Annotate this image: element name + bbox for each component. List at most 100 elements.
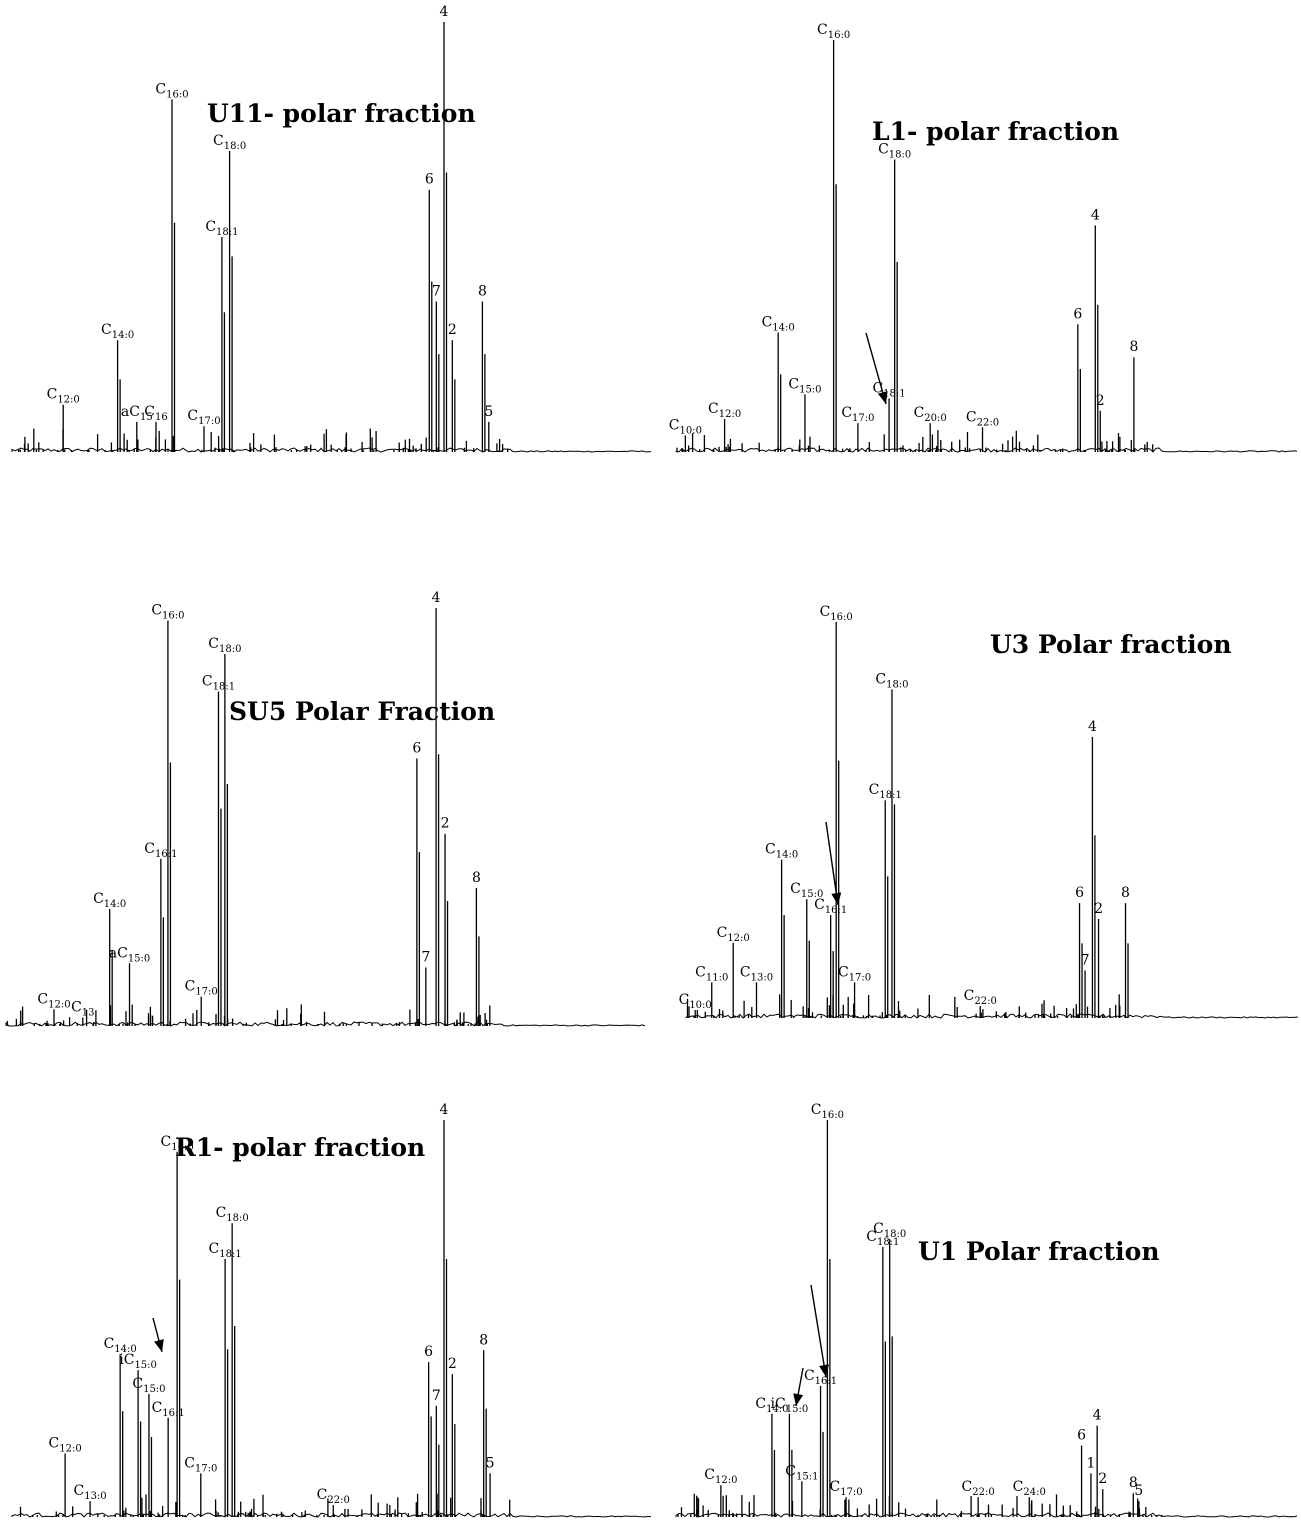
peak-label-c12-0: C12:0 — [708, 401, 741, 420]
peak-label-4: 4 — [1093, 1408, 1102, 1424]
peak-label-c17-0: C17:0 — [829, 1479, 862, 1498]
arrow-head — [793, 1393, 804, 1406]
peak-label-c13-0: C13:0 — [73, 1483, 106, 1502]
baseline-trace — [11, 1512, 652, 1518]
peak-label-c22-0: C22:0 — [962, 1479, 995, 1498]
baseline-trace — [685, 1013, 1299, 1019]
peak-label-c18-0: C18:0 — [875, 671, 908, 690]
peak-label-2: 2 — [448, 322, 457, 338]
peak-label-c22-0: C22:0 — [966, 409, 999, 428]
peak-label-ac15: aC15 — [121, 404, 153, 423]
peak-label-c22-0: C22:0 — [317, 1487, 350, 1506]
peak-label-c13-0: C13:0 — [740, 964, 773, 983]
peak-label-7: 7 — [421, 949, 430, 965]
peak-label-8: 8 — [1121, 885, 1130, 901]
peak-label-c22-0: C22:0 — [964, 988, 997, 1007]
peak-label-4: 4 — [440, 4, 449, 20]
peak-label-6: 6 — [412, 740, 421, 756]
peak-label-8: 8 — [472, 870, 481, 886]
peak-label-c18-1: C18:1 — [205, 219, 238, 238]
peak-label-c18-1: C18:1 — [866, 1229, 899, 1248]
peak-label-c12-0: C12:0 — [49, 1435, 82, 1454]
panel-title-u11: U11- polar fraction — [207, 99, 476, 128]
peak-label-c10-0: C10:0 — [679, 992, 712, 1011]
peak-label-ac15-0: aC15:0 — [109, 945, 151, 964]
peak-label-c18-0: C18:0 — [873, 1221, 906, 1240]
peak-label-c16-0: C16:0 — [817, 22, 850, 41]
panel-title-r1: R1- polar fraction — [175, 1133, 425, 1162]
peak-label-5: 5 — [1134, 1483, 1143, 1499]
arrow-head — [154, 1339, 164, 1352]
peak-label-c16-0: C16:0 — [820, 604, 853, 623]
peak-label-c12-0: C12:0 — [717, 925, 750, 944]
baseline-trace — [5, 1021, 646, 1027]
panel-title-l1: L1- polar fraction — [872, 117, 1119, 146]
peak-label-ic15-0: iC15:0 — [119, 1352, 157, 1371]
arrow-head — [831, 892, 842, 905]
baseline-trace — [675, 447, 1298, 453]
peak-label-c15-0: C15:0 — [132, 1376, 165, 1395]
peak-label-c18-0: C18:0 — [208, 636, 241, 655]
peak-label-c16-1: C16:1 — [144, 841, 177, 860]
panel-title-su5: SU5 Polar Fraction — [229, 697, 495, 726]
peak-label-c18-1: C18:1 — [202, 674, 235, 693]
peak-label-6: 6 — [424, 1344, 433, 1360]
peak-label-c17-0: C17:0 — [185, 979, 218, 998]
panel-l1: C10:0 C12:0 C14:0 C15:0 C16:0 C17:0 C18:1 C18:0… — [669, 22, 1298, 453]
peak-label-c12-0: C12:0 — [47, 387, 80, 406]
panel-su5: C12:0 C13 C14:0 aC15:0 C16:1 C16:0 C17:0 C18:1 C… — [5, 590, 646, 1027]
peak-label-c16-0: C16:0 — [155, 81, 188, 100]
peak-label-7: 7 — [432, 284, 441, 300]
arrow-head — [819, 1364, 830, 1377]
peak-label-c13: C13 — [71, 1000, 94, 1019]
peak-label-8: 8 — [478, 284, 487, 300]
peak-label-4: 4 — [1091, 207, 1100, 223]
peak-label-2: 2 — [1096, 393, 1105, 409]
panel-title-u1: U1 Polar fraction — [918, 1237, 1160, 1266]
peak-label-c24-0: C24:0 — [1013, 1479, 1046, 1498]
peak-label-c16-1: C16:1 — [152, 1400, 185, 1419]
peak-label-c20-0: C20:0 — [914, 405, 947, 424]
peak-label-c14-0: C14:0 — [762, 315, 795, 334]
peak-label-c15-1: C15:1 — [785, 1463, 818, 1482]
annotation-arrows — [152, 332, 888, 1407]
baseline-trace — [675, 1512, 1298, 1518]
peak-label-4: 4 — [1088, 719, 1097, 735]
peak-label-c15-0: C15:0 — [790, 881, 823, 900]
baseline-trace — [11, 447, 652, 453]
peak-label-6: 6 — [1077, 1428, 1086, 1444]
peak-label-c15-0: C15:0 — [788, 376, 821, 395]
peak-label-7: 7 — [432, 1388, 441, 1404]
peak-label-c17-0: C17:0 — [187, 408, 220, 427]
peak-label-2: 2 — [448, 1356, 457, 1372]
arrow-line — [810, 1284, 827, 1378]
peak-label-ic15-0: iC15:0 — [771, 1396, 809, 1415]
peak-label-c10-0: C10:0 — [669, 418, 702, 437]
peak-label-c18-1: C18:1 — [869, 782, 902, 801]
peak-label-7: 7 — [1081, 952, 1090, 968]
peak-label-c17-0: C17:0 — [184, 1455, 217, 1474]
peak-label-8: 8 — [479, 1332, 488, 1348]
peak-label-1: 1 — [1086, 1455, 1095, 1471]
peak-label-c17-0: C17:0 — [838, 964, 871, 983]
arrow-head — [877, 391, 888, 404]
peak-label-c14-0: C14:0 — [93, 891, 126, 910]
peak-label-c16: C16 — [144, 404, 167, 423]
peak-label-c18-0: C18:0 — [213, 133, 246, 152]
peak-label-c14-0: C14:0 — [765, 842, 798, 861]
peak-label-6: 6 — [425, 172, 434, 188]
peak-label-4: 4 — [440, 1102, 449, 1118]
peak-label-4: 4 — [432, 590, 441, 606]
peak-label-c12-0: C12:0 — [704, 1467, 737, 1486]
arrow-line — [865, 332, 887, 405]
peak-label-6: 6 — [1075, 885, 1084, 901]
peak-label-c18-1: C18:1 — [209, 1241, 242, 1260]
peak-label-8: 8 — [1129, 339, 1138, 355]
peak-label-2: 2 — [1098, 1471, 1107, 1487]
peak-label-c16-1: C16:1 — [814, 897, 847, 916]
peak-label-c16-0: C16:0 — [161, 1134, 194, 1153]
